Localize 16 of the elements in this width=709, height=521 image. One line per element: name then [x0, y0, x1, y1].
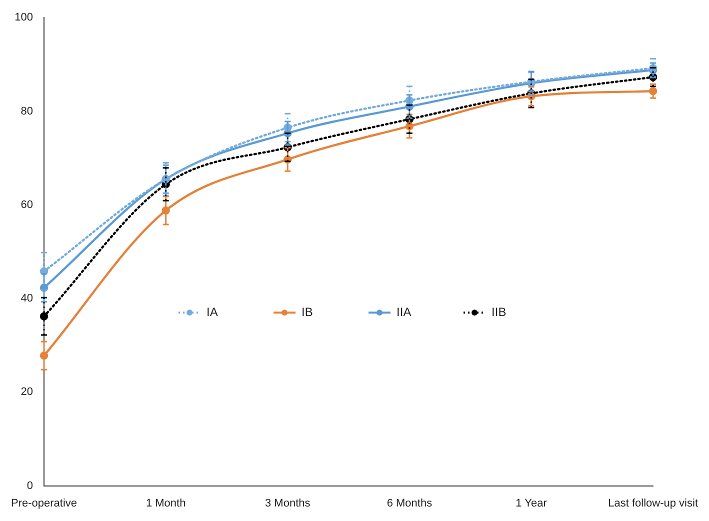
y-tick-label: 40 [20, 292, 34, 305]
y-tick-label: 20 [20, 386, 34, 398]
legend-label: IIB [492, 304, 506, 319]
x-tick-label: 3 Months [265, 497, 311, 510]
y-tick-label: 0 [26, 480, 34, 492]
legend-label: IIA [396, 304, 412, 319]
x-tick-label: 1 Month [146, 497, 186, 510]
x-tick-label: Last follow-up visit [608, 497, 698, 510]
y-tick-label: 80 [20, 105, 34, 118]
legend-label: IB [302, 304, 313, 319]
legend-label: IA [206, 304, 218, 319]
x-tick-label: Pre-operative [10, 497, 78, 510]
x-tick-label: 1 Year [516, 497, 548, 510]
y-tick-label: 60 [20, 198, 34, 211]
y-tick-label: 100 [14, 12, 34, 24]
x-tick-label: 6 Months [386, 497, 433, 510]
